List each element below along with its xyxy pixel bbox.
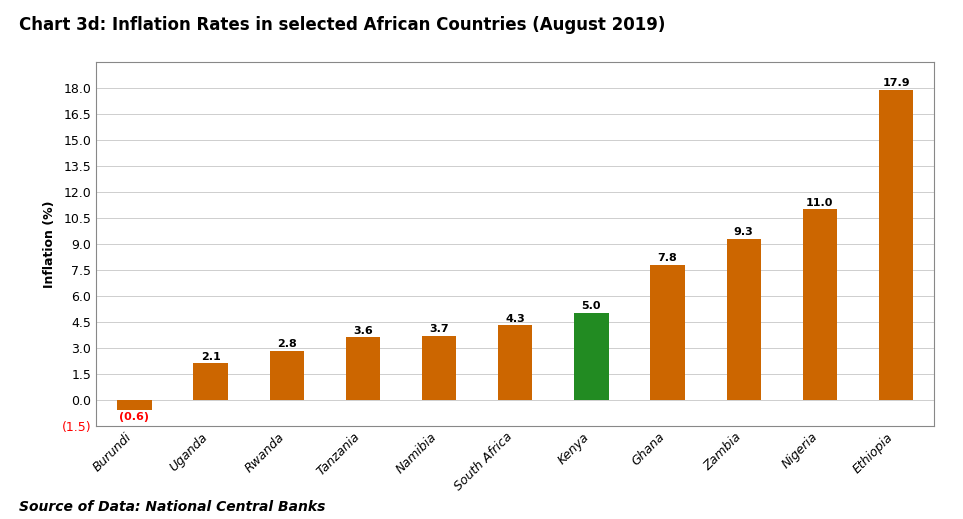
Bar xyxy=(346,337,380,400)
Bar xyxy=(726,239,761,400)
Text: Source of Data: National Central Banks: Source of Data: National Central Banks xyxy=(19,500,325,514)
Text: Chart 3d: Inflation Rates in selected African Countries (August 2019): Chart 3d: Inflation Rates in selected Af… xyxy=(19,16,665,34)
Text: 11.0: 11.0 xyxy=(806,198,834,208)
Bar xyxy=(422,336,456,400)
Text: 4.3: 4.3 xyxy=(506,313,525,323)
Text: 3.6: 3.6 xyxy=(353,325,373,336)
Bar xyxy=(574,313,609,400)
Text: 17.9: 17.9 xyxy=(882,78,910,88)
Text: 9.3: 9.3 xyxy=(734,227,754,237)
Bar xyxy=(117,400,151,410)
Bar xyxy=(879,90,913,400)
Bar xyxy=(803,209,837,400)
Text: 2.1: 2.1 xyxy=(200,351,221,362)
Text: 5.0: 5.0 xyxy=(582,302,601,311)
Bar xyxy=(194,363,227,400)
Text: (0.6): (0.6) xyxy=(119,412,149,422)
Text: 2.8: 2.8 xyxy=(276,339,297,349)
Text: 7.8: 7.8 xyxy=(658,253,677,263)
Bar xyxy=(498,325,533,400)
Bar xyxy=(650,265,685,400)
Bar xyxy=(270,351,304,400)
Text: 3.7: 3.7 xyxy=(429,324,449,334)
Y-axis label: Inflation (%): Inflation (%) xyxy=(43,200,56,288)
